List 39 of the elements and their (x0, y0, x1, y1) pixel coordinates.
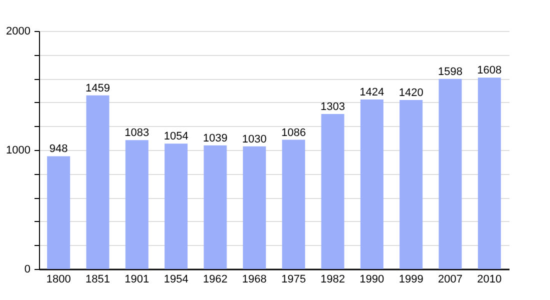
bar (164, 144, 188, 269)
bar (282, 140, 306, 269)
data-label: 1608 (477, 64, 502, 77)
data-label: 1083 (124, 127, 150, 140)
data-label: 1303 (320, 100, 345, 113)
y-tick-label: 2000 (6, 26, 30, 38)
y-tick-label: 0 (24, 264, 30, 276)
data-label: 1086 (281, 126, 306, 139)
x-tick-label: 1962 (203, 274, 228, 286)
x-tick-label: 1954 (164, 274, 188, 286)
x-tick-label: 1990 (360, 274, 384, 286)
x-tick-label: 1975 (281, 274, 306, 286)
x-tick-label: 1800 (46, 274, 71, 286)
x-tick-label: 1999 (398, 274, 424, 286)
bar (438, 78, 462, 269)
bar (125, 140, 148, 269)
bar (86, 95, 110, 269)
data-label: 1424 (360, 86, 384, 99)
bar (204, 145, 227, 269)
bar (360, 100, 384, 269)
data-label: 1598 (438, 66, 462, 78)
x-tick-label: 2010 (477, 274, 502, 286)
bar (400, 100, 423, 269)
data-label: 1039 (203, 132, 228, 144)
data-label: 1420 (398, 87, 424, 100)
bar (242, 146, 266, 269)
x-tick-label: 1982 (320, 274, 345, 286)
x-tick-label: 2007 (438, 274, 462, 286)
data-label: 1459 (86, 82, 110, 94)
bar (47, 156, 70, 269)
data-label: 1030 (242, 133, 267, 146)
data-label: 1054 (164, 130, 188, 143)
y-tick-label: 1000 (6, 144, 30, 156)
x-tick-label: 1968 (242, 274, 267, 286)
x-tick-label: 1901 (124, 274, 150, 286)
bar (321, 114, 344, 269)
bar (478, 78, 501, 269)
data-label: 948 (49, 143, 68, 156)
x-tick-label: 1851 (86, 274, 110, 286)
